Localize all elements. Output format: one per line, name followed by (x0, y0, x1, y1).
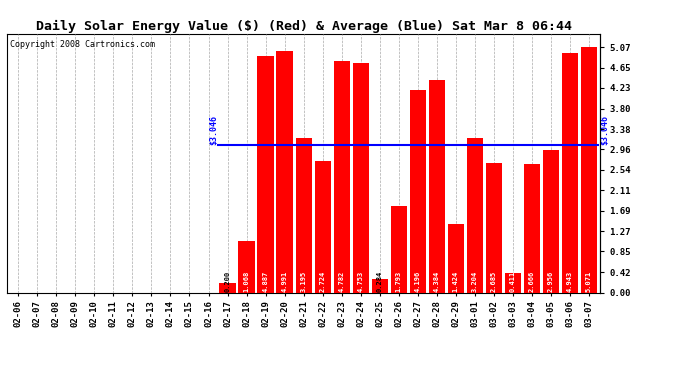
Text: 3.195: 3.195 (301, 270, 306, 291)
Text: 5.071: 5.071 (586, 270, 592, 291)
Text: 4.384: 4.384 (434, 270, 440, 291)
Bar (428, 81, 445, 292)
Text: 4.196: 4.196 (415, 270, 421, 291)
Title: Daily Solar Energy Value ($) (Red) & Average (Blue) Sat Mar 8 06:44: Daily Solar Energy Value ($) (Red) & Ave… (36, 20, 571, 33)
Text: $3.046: $3.046 (209, 115, 218, 145)
Bar (524, 164, 540, 292)
Text: 1.068: 1.068 (244, 270, 250, 291)
Text: 2.724: 2.724 (319, 270, 326, 291)
Text: Copyright 2008 Cartronics.com: Copyright 2008 Cartronics.com (10, 40, 155, 49)
Bar (486, 163, 502, 292)
Text: 4.782: 4.782 (339, 270, 344, 291)
Bar (504, 273, 521, 292)
Text: 3.204: 3.204 (472, 270, 477, 291)
Text: 2.956: 2.956 (548, 270, 554, 291)
Text: 1.793: 1.793 (395, 270, 402, 291)
Bar (219, 283, 235, 292)
Bar (333, 61, 350, 292)
Bar (581, 47, 597, 292)
Bar (277, 51, 293, 292)
Bar (410, 90, 426, 292)
Text: 4.753: 4.753 (357, 270, 364, 291)
Text: 0.284: 0.284 (377, 270, 383, 291)
Bar (372, 279, 388, 292)
Bar (295, 138, 312, 292)
Bar (315, 161, 331, 292)
Bar (353, 63, 368, 292)
Text: 0.200: 0.200 (224, 270, 230, 291)
Bar (257, 56, 274, 292)
Text: 4.887: 4.887 (263, 270, 268, 291)
Bar (239, 241, 255, 292)
Text: 4.943: 4.943 (567, 270, 573, 291)
Text: 4.991: 4.991 (282, 270, 288, 291)
Text: $3.046: $3.046 (600, 115, 609, 145)
Text: 0.411: 0.411 (510, 270, 516, 291)
Text: 2.666: 2.666 (529, 270, 535, 291)
Bar (543, 150, 559, 292)
Bar (466, 138, 483, 292)
Bar (391, 206, 407, 292)
Text: 2.685: 2.685 (491, 270, 497, 291)
Bar (448, 224, 464, 292)
Bar (562, 53, 578, 292)
Text: 1.424: 1.424 (453, 270, 459, 291)
